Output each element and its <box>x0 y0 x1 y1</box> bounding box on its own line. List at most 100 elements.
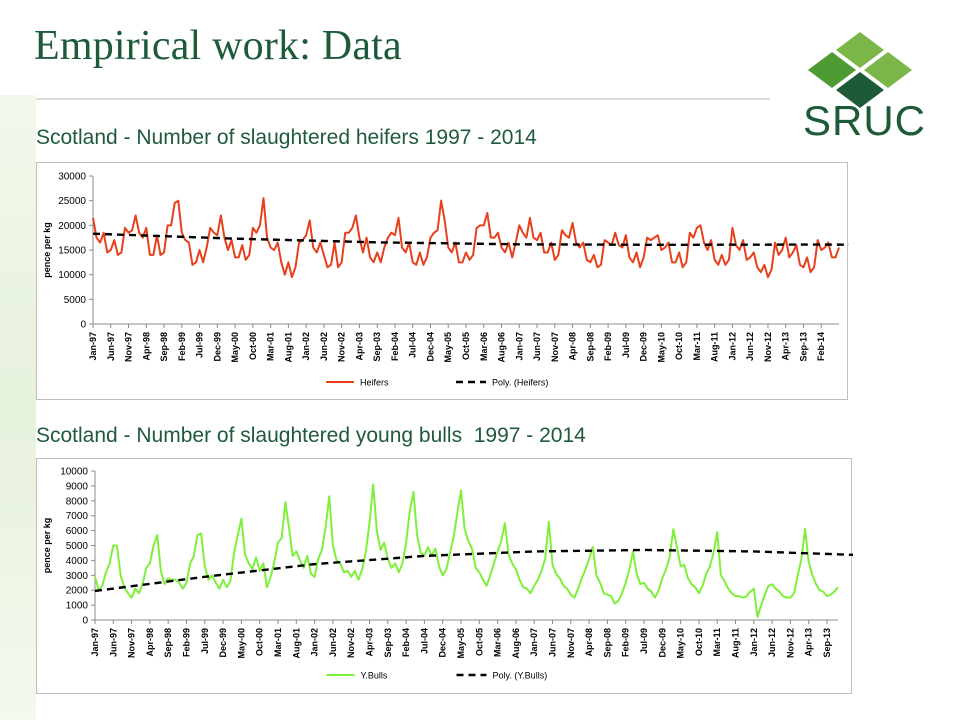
x-tick-label: Aug-11 <box>710 332 720 362</box>
trend-line <box>94 548 853 593</box>
x-tick-label: Jul-99 <box>195 332 205 358</box>
x-tick-label: Oct-10 <box>694 628 704 656</box>
x-tick-label: Nov-97 <box>124 332 134 362</box>
x-tick-label: May-10 <box>656 332 666 363</box>
x-tick-label: Aug-06 <box>497 332 507 363</box>
y-tick-label: 0 <box>80 320 86 331</box>
sruc-logo-icon <box>808 32 912 108</box>
x-tick-label: Dec-04 <box>425 332 435 362</box>
x-tick-label: Jun-02 <box>328 628 338 657</box>
x-tick-label: Mar-01 <box>273 628 283 657</box>
x-tick-label: Feb-99 <box>182 628 192 657</box>
x-tick-label: May-10 <box>676 628 686 659</box>
x-tick-label: Nov-07 <box>566 628 576 658</box>
x-tick-label: Mar-11 <box>712 628 722 657</box>
x-tick-label: Nov-97 <box>127 628 137 658</box>
x-tick-label: Apr-08 <box>568 332 578 361</box>
y-tick-label: 20000 <box>58 221 86 232</box>
y-tick-label: 25000 <box>58 196 86 207</box>
y-tick-label: 10000 <box>60 467 88 478</box>
series-line-y-bulls <box>94 483 839 619</box>
legend-label-series: Heifers <box>360 378 389 388</box>
x-tick-label: Apr-98 <box>145 628 155 657</box>
y-tick-label: 5000 <box>64 295 87 306</box>
x-tick-label: Apr-13 <box>804 628 814 657</box>
x-tick-label: Feb-09 <box>621 628 631 657</box>
x-tick-label: Jun-02 <box>319 332 329 361</box>
x-tick-label: Jun-97 <box>108 628 118 657</box>
y-tick-label: 8000 <box>66 496 89 507</box>
x-tick-label: Jan-12 <box>727 332 737 361</box>
x-tick-label: Jul-09 <box>639 628 649 654</box>
logo-diamond-right <box>864 52 912 88</box>
y-tick-label: 9000 <box>66 481 89 492</box>
x-tick-label: Sep-03 <box>372 332 382 362</box>
x-tick-label: May-05 <box>456 628 466 659</box>
x-tick-label: Oct-10 <box>674 332 684 360</box>
x-tick-label: Jan-97 <box>90 628 100 657</box>
x-tick-label: Feb-99 <box>177 332 187 361</box>
x-tick-label: Aug-01 <box>291 628 301 659</box>
x-tick-label: Nov-12 <box>785 628 795 658</box>
slide-title: Empirical work: Data <box>34 23 402 69</box>
x-tick-label: Dec-99 <box>212 332 222 362</box>
x-tick-label: Jul-04 <box>408 332 418 358</box>
x-tick-label: Oct-00 <box>248 332 258 360</box>
y-tick-label: 15000 <box>58 246 86 257</box>
x-tick-label: Sep-08 <box>602 628 612 658</box>
x-tick-label: May-00 <box>236 628 246 659</box>
x-tick-label: May-05 <box>443 332 453 363</box>
x-tick-label: Mar-01 <box>266 332 276 361</box>
x-tick-label: Feb-04 <box>401 628 411 657</box>
x-tick-label: Apr-03 <box>354 332 364 361</box>
bulls-chart: 0 1000 2000 3000 4000 5000 6000 7000 8000 9000 100… <box>36 458 853 694</box>
x-tick-label: Aug-11 <box>731 628 741 658</box>
x-tick-label: Dec-99 <box>218 628 228 658</box>
y-tick-label: 0 <box>82 616 88 627</box>
x-tick-label: Jul-99 <box>200 628 210 654</box>
x-tick-label: Jan-07 <box>529 628 539 657</box>
x-tick-label: Jan-02 <box>310 628 320 657</box>
x-tick-label: Oct-05 <box>461 332 471 360</box>
y-tick-label: 1000 <box>66 601 89 612</box>
x-tick-label: Dec-04 <box>438 628 448 658</box>
y-tick-label: 2000 <box>66 586 89 597</box>
x-tick-label: Aug-01 <box>283 332 293 363</box>
bulls-chart-caption: Scotland - Number of slaughtered young b… <box>36 424 586 447</box>
y-tick-label: 7000 <box>66 511 89 522</box>
x-tick-label: Feb-09 <box>603 332 613 361</box>
logo-diamond-bottom <box>836 72 884 108</box>
logo-wordmark: SRUC <box>803 97 927 144</box>
y-tick-label: 10000 <box>58 270 86 281</box>
x-tick-label: Sep-13 <box>798 332 808 362</box>
x-tick-label: Jun-07 <box>548 628 558 657</box>
y-tick-label: 3000 <box>66 571 89 582</box>
logo-diamond-left <box>808 52 856 88</box>
title-divider <box>36 98 770 100</box>
y-tick-label: 4000 <box>66 556 89 567</box>
x-tick-label: Feb-04 <box>390 332 400 361</box>
x-tick-label: Jan-07 <box>514 332 524 361</box>
x-tick-label: Sep-03 <box>383 628 393 658</box>
x-tick-label: Jun-97 <box>106 332 116 361</box>
x-tick-label: Oct-00 <box>255 628 265 656</box>
x-tick-label: Jul-09 <box>621 332 631 358</box>
x-tick-label: Apr-98 <box>141 332 151 361</box>
x-tick-label: Sep-08 <box>585 332 595 362</box>
x-tick-label: Nov-02 <box>337 332 347 362</box>
x-tick-label: Sep-98 <box>163 628 173 658</box>
x-tick-label: Jun-07 <box>532 332 542 361</box>
x-tick-label: May-00 <box>230 332 240 363</box>
x-tick-label: Apr-08 <box>584 628 594 657</box>
x-tick-label: Jun-12 <box>767 628 777 657</box>
x-tick-label: Mar-06 <box>479 332 489 361</box>
x-tick-label: Jan-02 <box>301 332 311 361</box>
y-axis-title: pence per kg <box>42 222 52 278</box>
x-tick-label: Jul-04 <box>419 628 429 654</box>
series-line-heifers <box>92 197 840 279</box>
x-tick-label: Sep-13 <box>822 628 832 658</box>
heifers-chart: 0 5000 10000 15000 20000 25000 30000 pence per … <box>36 162 849 400</box>
x-tick-label: Mar-11 <box>692 332 702 361</box>
x-tick-label: Dec-09 <box>639 332 649 362</box>
x-tick-label: Mar-06 <box>493 628 503 657</box>
